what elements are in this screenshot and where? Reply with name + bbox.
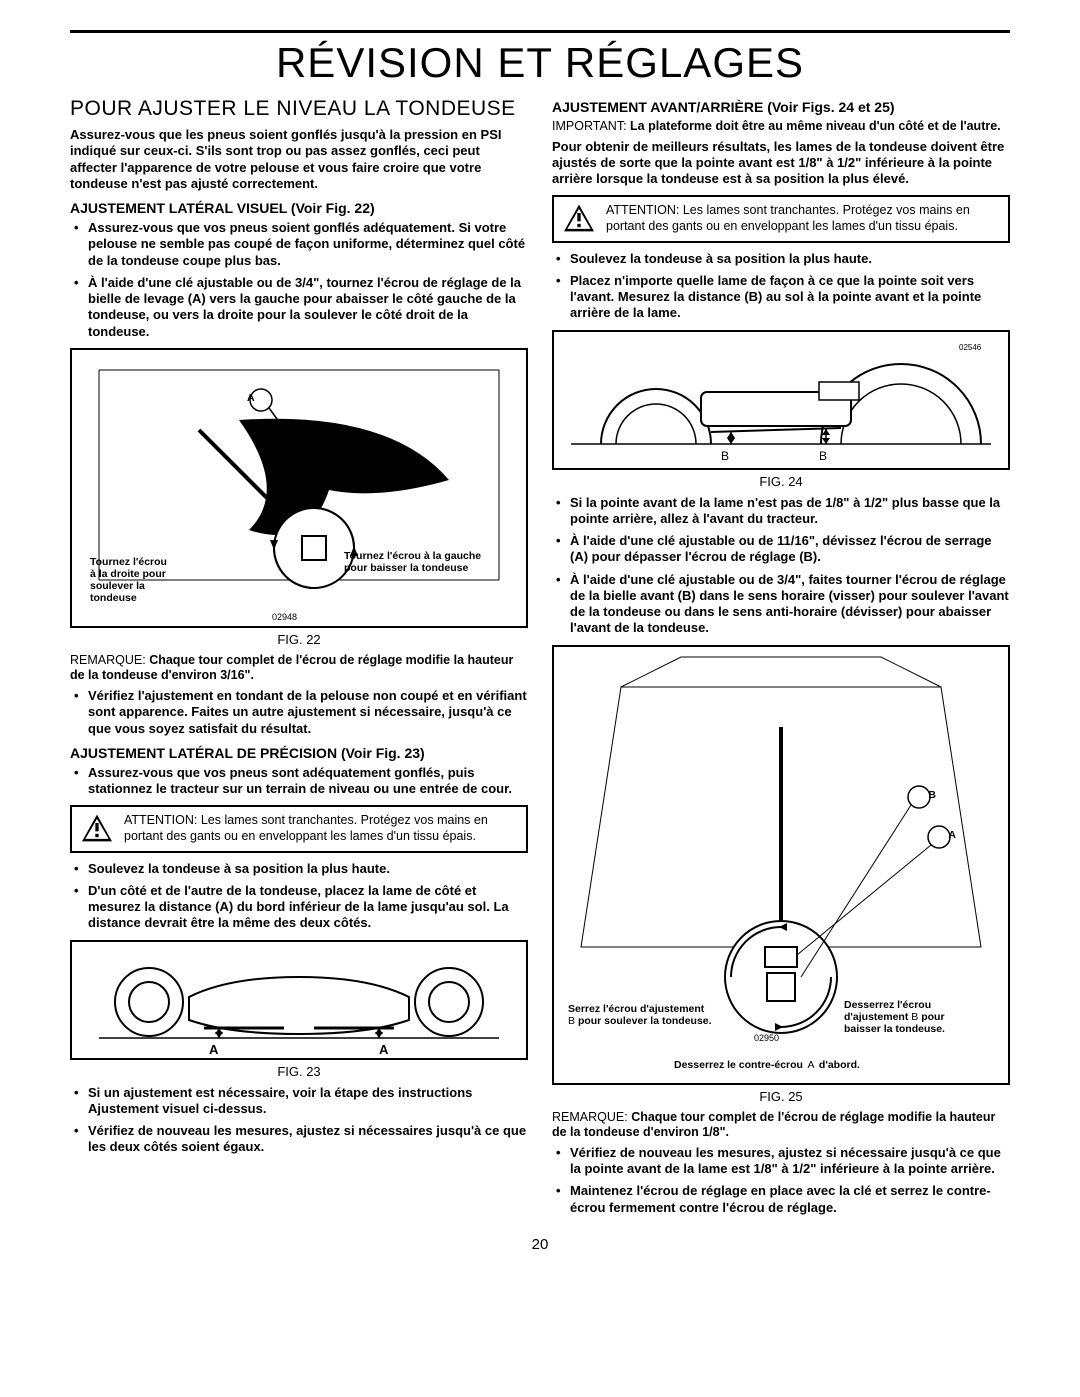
precision-heading: AJUSTEMENT LATÉRAL DE PRÉCISION (Voir Fi…	[70, 745, 528, 761]
fig25-label-a: A	[948, 829, 956, 841]
list-item: Vérifiez l'ajustement en tondant de la p…	[70, 688, 528, 737]
warning-text: ATTENTION: Les lames sont tranchantes. P…	[606, 203, 1000, 234]
page-title: RÉVISION ET RÉGLAGES	[70, 39, 1010, 87]
svg-text:B: B	[819, 449, 827, 463]
warning-icon	[80, 813, 114, 843]
right-list-2: Si la pointe avant de la lame n'est pas …	[552, 495, 1010, 637]
warning-box-right: ATTENTION: Les lames sont tranchantes. P…	[552, 195, 1010, 242]
list-item: Vérifiez de nouveau les mesures, ajustez…	[70, 1123, 528, 1156]
page-number: 20	[70, 1236, 1010, 1253]
front-back-heading: AJUSTEMENT AVANT/ARRIÈRE (Voir Figs. 24 …	[552, 99, 1010, 115]
right-column: AJUSTEMENT AVANT/ARRIÈRE (Voir Figs. 24 …	[552, 97, 1010, 1222]
right-list-3: Vérifiez de nouveau les mesures, ajustez…	[552, 1145, 1010, 1216]
list-item: Maintenez l'écrou de réglage en place av…	[552, 1183, 1010, 1216]
precision-list-1: Assurez-vous que vos pneus sont adéquate…	[70, 765, 528, 798]
fig25-partnum: 02950	[754, 1033, 779, 1043]
fig25-caption: FIG. 25	[552, 1089, 1010, 1104]
warning-icon	[562, 203, 596, 233]
fig22-label-a: A	[247, 392, 255, 404]
post-fig22-list: Vérifiez l'ajustement en tondant de la p…	[70, 688, 528, 737]
fig22-left-caption: Tournez l'écrou à la droite pour souleve…	[90, 556, 210, 604]
fig25-bottom-caption: Desserrez le contre-écrou A d'abord.	[674, 1055, 860, 1073]
list-item: Assurez-vous que vos pneus sont adéquate…	[70, 765, 528, 798]
intro-paragraph: Assurez-vous que les pneus soient gonflé…	[70, 127, 528, 192]
note-prefix: REMARQUE:	[70, 653, 146, 667]
fig23-caption: FIG. 23	[70, 1064, 528, 1079]
note-2: REMARQUE: Chaque tour complet de l'écrou…	[552, 1110, 1010, 1141]
left-heading: POUR AJUSTER LE NIVEAU LA TONDEUSE	[70, 97, 528, 121]
precision-list-2: Soulevez la tondeuse à sa position la pl…	[70, 861, 528, 932]
fig25-left-caption: Serrez l'écrou d'ajustement B pour soule…	[568, 1003, 748, 1027]
figure-23-svg: A A	[72, 942, 526, 1058]
fig24-caption: FIG. 24	[552, 474, 1010, 489]
list-item: Vérifiez de nouveau les mesures, ajustez…	[552, 1145, 1010, 1178]
list-item: Soulevez la tondeuse à sa position la pl…	[70, 861, 528, 877]
note-1: REMARQUE: Chaque tour complet de l'écrou…	[70, 653, 528, 684]
fig25-label-b: B	[928, 789, 936, 801]
svg-text:A: A	[209, 1042, 219, 1057]
fig22-right-caption: Tournez l'écrou à la gauche pour baisser…	[344, 550, 504, 574]
list-item: Si la pointe avant de la lame n'est pas …	[552, 495, 1010, 528]
figure-24: B B 02546	[552, 330, 1010, 470]
fig25-right-caption: Desserrez l'écrou d'ajustement B pour ba…	[844, 999, 994, 1035]
warning-box-left: ATTENTION: Les lames sont tranchantes. P…	[70, 805, 528, 852]
svg-text:B: B	[721, 449, 729, 463]
figure-25: B A Serrez l'écrou d'ajustement B pour s…	[552, 645, 1010, 1085]
figure-24-svg: B B 02546	[554, 332, 1008, 468]
right-p1: Pour obtenir de meilleurs résultats, les…	[552, 139, 1010, 188]
visual-adj-list: Assurez-vous que vos pneus soient gonflé…	[70, 220, 528, 340]
svg-text:A: A	[379, 1042, 389, 1057]
page: RÉVISION ET RÉGLAGES POUR AJUSTER LE NIV…	[0, 0, 1080, 1283]
list-item: À l'aide d'une clé ajustable ou de 3/4",…	[552, 572, 1010, 637]
note-prefix: REMARQUE:	[552, 1110, 628, 1124]
list-item: D'un côté et de l'autre de la tondeuse, …	[70, 883, 528, 932]
visual-adj-heading: AJUSTEMENT LATÉRAL VISUEL (Voir Fig. 22)	[70, 200, 528, 216]
top-rule	[70, 30, 1010, 33]
warning-text: ATTENTION: Les lames sont tranchantes. P…	[124, 813, 518, 844]
list-item: À l'aide d'une clé ajustable ou de 3/4",…	[70, 275, 528, 340]
post-fig23-list: Si un ajustement est nécessaire, voir la…	[70, 1085, 528, 1156]
list-item: Si un ajustement est nécessaire, voir la…	[70, 1085, 528, 1118]
important-prefix: IMPORTANT:	[552, 119, 627, 133]
important-text: La plateforme doit être au même niveau d…	[630, 119, 1001, 133]
list-item: Soulevez la tondeuse à sa position la pl…	[552, 251, 1010, 267]
svg-text:02546: 02546	[959, 343, 982, 352]
list-item: À l'aide d'une clé ajustable ou de 11/16…	[552, 533, 1010, 566]
right-list-1: Soulevez la tondeuse à sa position la pl…	[552, 251, 1010, 322]
list-item: Assurez-vous que vos pneus soient gonflé…	[70, 220, 528, 269]
important-line: IMPORTANT: La plateforme doit être au mê…	[552, 119, 1010, 135]
two-column-layout: POUR AJUSTER LE NIVEAU LA TONDEUSE Assur…	[70, 97, 1010, 1222]
figure-23: A A	[70, 940, 528, 1060]
fig22-partnum: 02948	[272, 612, 297, 622]
list-item: Placez n'importe quelle lame de façon à …	[552, 273, 1010, 322]
left-column: POUR AJUSTER LE NIVEAU LA TONDEUSE Assur…	[70, 97, 528, 1222]
fig22-caption: FIG. 22	[70, 632, 528, 647]
figure-22: A Tournez l'écrou à la droite pour soule…	[70, 348, 528, 628]
